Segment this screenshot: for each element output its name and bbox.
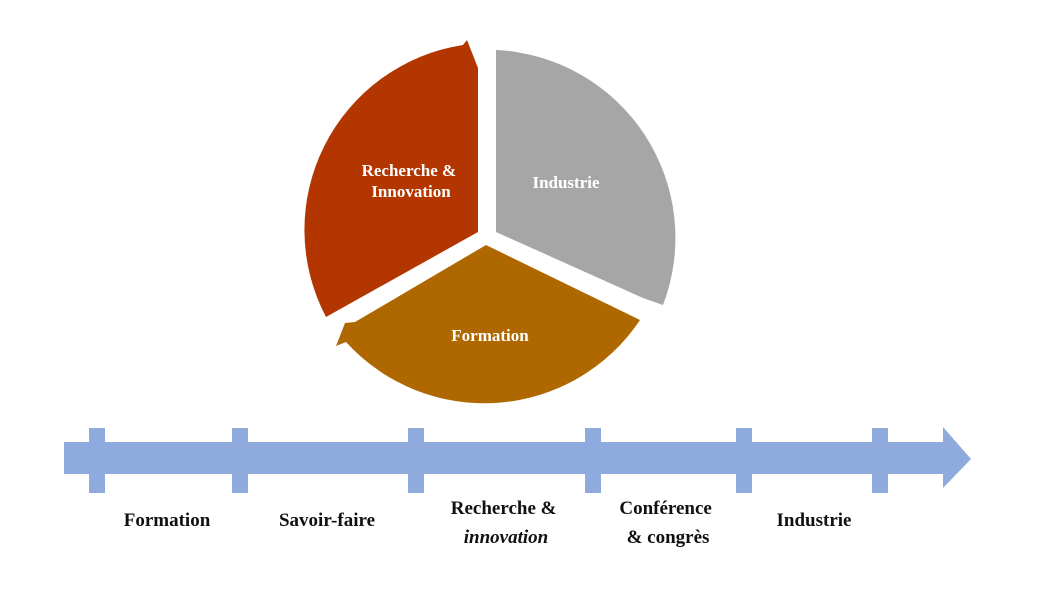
timeline-tick [872,428,888,493]
timeline: Formation Savoir-faire Recherche & innov… [64,427,971,548]
timeline-tick [585,428,601,493]
cycle-segment-formation [336,245,640,404]
timeline-label-savoir-faire: Savoir-faire [279,510,375,531]
timeline-label-conference: Conférence & congrès [619,498,716,548]
timeline-tick [89,428,105,493]
cycle-label-recherche: Recherche & Innovation [362,161,461,201]
timeline-arrow [64,427,971,488]
timeline-tick [408,428,424,493]
timeline-label-industrie: Industrie [777,510,852,531]
cycle-label-industrie: Industrie [532,173,600,192]
timeline-tick [736,428,752,493]
timeline-label-recherche: Recherche & innovation [451,498,561,548]
cycle-label-formation: Formation [451,326,529,345]
cycle-diagram: Recherche & Innovation Industrie Formati… [304,40,676,404]
timeline-tick [232,428,248,493]
cycle-segment-recherche [304,40,478,317]
cycle-segment-industrie [496,50,676,305]
timeline-label-formation: Formation [124,510,211,531]
